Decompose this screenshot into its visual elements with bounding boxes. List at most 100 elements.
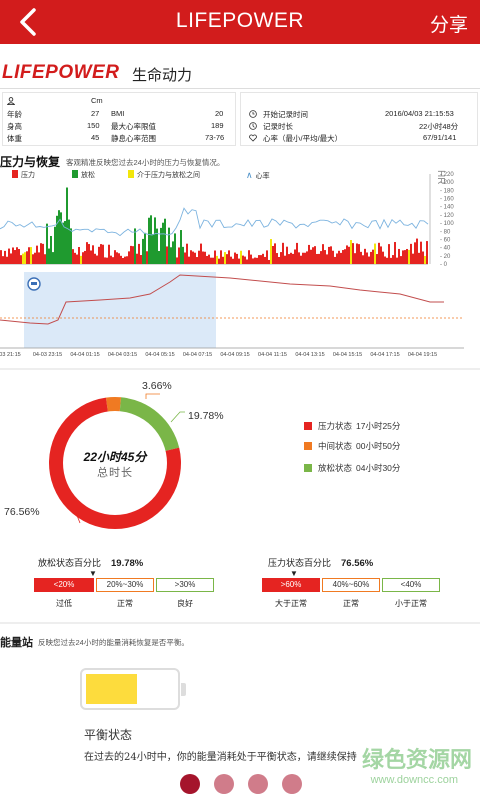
page-dot-2[interactable] [214, 774, 234, 794]
stress-bar [262, 253, 264, 264]
stress-bar [14, 250, 16, 264]
activity-timeline-chart: 03 21:15 04-03 23:15 04-04 01:15 04-04 03:1… [0, 272, 464, 358]
brand-logo: LIFEPOWER [2, 62, 120, 83]
relax-pointer-icon: ▼ [89, 569, 97, 578]
stress-bar [0, 250, 2, 264]
hr-tick-label: - 220 [440, 172, 454, 178]
stress-bar [18, 249, 20, 264]
stress-bar [216, 255, 218, 264]
stress-bar [276, 253, 278, 264]
stress-bar [396, 257, 398, 264]
stress-bar [140, 255, 142, 264]
hr-tick-label: - 120 [440, 213, 454, 219]
stress-bar [176, 257, 178, 264]
stress-bar [330, 246, 332, 264]
stress-bar [96, 255, 98, 264]
legend-relax: 放松 [72, 170, 95, 180]
stress-bar [282, 242, 284, 264]
stress-bar [342, 250, 344, 264]
page-dot-3[interactable] [248, 774, 268, 794]
stress-bar [136, 253, 138, 264]
stress-recovery-chart: - 220 - 200 - 180 - 160 - 140 - 120 - 100 - 80 -… [0, 172, 454, 268]
stress-bar [4, 250, 6, 264]
stress-bar [62, 222, 64, 264]
stress-bar [224, 252, 226, 264]
stress-bar [288, 254, 290, 264]
stress-bar [368, 256, 370, 264]
height-value: 150 [87, 121, 100, 130]
stress-bar [220, 250, 222, 264]
hr-tick-label: - 60 [440, 237, 451, 243]
stress-bar [418, 252, 420, 264]
time-tick-label: 04-04 17:15 [370, 352, 399, 358]
stress-bar [50, 235, 52, 264]
stress-bar [90, 250, 92, 264]
stress-bar [236, 253, 238, 264]
stress-bar [86, 242, 88, 264]
stress-bar [286, 246, 288, 264]
stress-bar [164, 218, 166, 264]
stress-bar [172, 241, 174, 264]
stress-bar [360, 251, 362, 264]
stress-seg-high: >60% [262, 578, 320, 592]
stress-bar [422, 251, 424, 264]
bmi-value: 20 [215, 109, 224, 118]
stress-bar [6, 256, 8, 264]
height-unit: Cm [91, 96, 103, 105]
stress-bar [304, 252, 306, 264]
max-hr-value: 189 [211, 121, 224, 130]
back-arrow-icon[interactable] [14, 6, 44, 38]
heart-rate-value: 67/91/141 [423, 133, 457, 142]
stress-bar [372, 249, 374, 264]
stress-bar [104, 257, 106, 264]
stress-bar [82, 252, 84, 264]
hr-tick-label: - 0 [440, 262, 448, 268]
stress-bar [56, 215, 58, 264]
stress-bar [116, 252, 118, 264]
stress-bar [88, 244, 90, 264]
chart-divider [0, 368, 480, 370]
stress-bar [306, 251, 308, 264]
stress-bar [264, 256, 266, 264]
stress-bar [388, 244, 390, 264]
stress-bar [284, 255, 286, 264]
stress-bar [328, 246, 330, 264]
stress-bar [160, 227, 162, 264]
stress-bar [364, 248, 366, 264]
weight-value: 45 [91, 133, 100, 142]
stress-bar [78, 247, 80, 264]
bmi-label: BMI [111, 109, 125, 118]
stress-bar [168, 227, 170, 264]
stress-bar [398, 248, 400, 264]
page-dot-4[interactable] [282, 774, 302, 794]
clock-icon [249, 110, 257, 118]
resting-hr-value: 73-76 [205, 133, 225, 142]
stress-bar [346, 245, 348, 264]
stress-bar [20, 255, 22, 264]
resting-hr-label: 静息心率范围 [111, 134, 156, 143]
time-tick-label: 04-04 15:15 [333, 352, 362, 358]
share-button[interactable]: 分享 [429, 15, 468, 36]
stress-bar [144, 232, 146, 264]
stress-pct-label: 76.56% [4, 506, 40, 518]
stress-bar [336, 253, 338, 264]
stress-bar [182, 246, 184, 264]
stress-bar [24, 252, 26, 264]
stress-bar [2, 256, 4, 264]
stress-pointer-icon: ▼ [290, 569, 298, 578]
max-hr-label: 最大心率限值 [111, 122, 156, 131]
stress-bar [38, 252, 40, 264]
stress-bar [156, 228, 158, 264]
stress-bar [46, 223, 48, 264]
stress-bar [408, 249, 410, 264]
stress-bar [260, 255, 262, 264]
hr-tick-label: - 40 [440, 246, 451, 252]
stress-bar [316, 253, 318, 264]
stress-bar [240, 250, 242, 264]
stress-bar [392, 255, 394, 264]
stress-bar [178, 247, 180, 264]
hr-tick-label: - 20 [440, 254, 451, 260]
page-dot-1[interactable] [180, 774, 200, 794]
relax-seg-good: >30% [156, 578, 214, 592]
stress-pct-title: 压力状态百分比 76.56% [268, 558, 374, 569]
